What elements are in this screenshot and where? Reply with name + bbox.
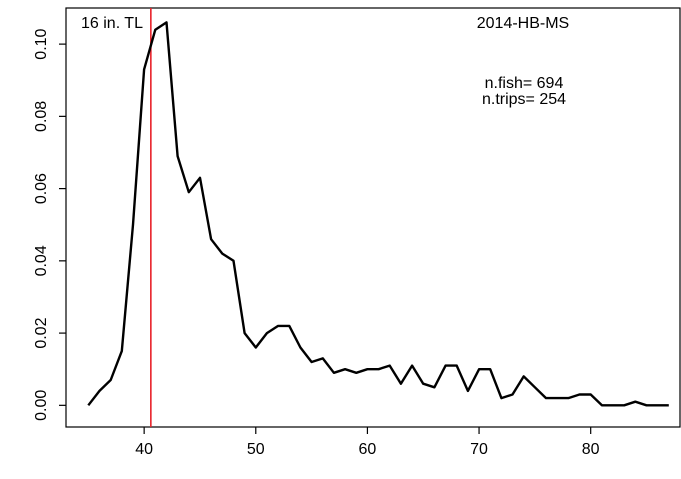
y-axis: 0.00 0.02 0.04 0.06 0.08 0.10	[33, 28, 66, 420]
y-tick-label: 0.08	[33, 101, 50, 132]
x-tick-label: 70	[470, 441, 488, 458]
series-line	[88, 22, 669, 405]
y-tick-label: 0.04	[33, 245, 50, 276]
y-tick-label: 0.02	[33, 317, 50, 348]
plot-frame	[66, 8, 680, 427]
annotation-top-right: 2014-HB-MS	[477, 15, 569, 32]
y-tick-label: 0.06	[33, 173, 50, 204]
x-axis: 40 50 60 70 80	[135, 427, 599, 458]
y-tick-label: 0.10	[33, 28, 50, 59]
x-tick-label: 40	[135, 441, 153, 458]
annotation-n-fish: n.fish= 694	[485, 75, 564, 92]
annotation-n-trips: n.trips= 254	[482, 91, 566, 108]
y-tick-label: 0.00	[33, 390, 50, 421]
x-tick-label: 60	[359, 441, 377, 458]
x-tick-label: 50	[247, 441, 265, 458]
x-tick-label: 80	[582, 441, 600, 458]
annotation-top-left: 16 in. TL	[81, 15, 143, 32]
